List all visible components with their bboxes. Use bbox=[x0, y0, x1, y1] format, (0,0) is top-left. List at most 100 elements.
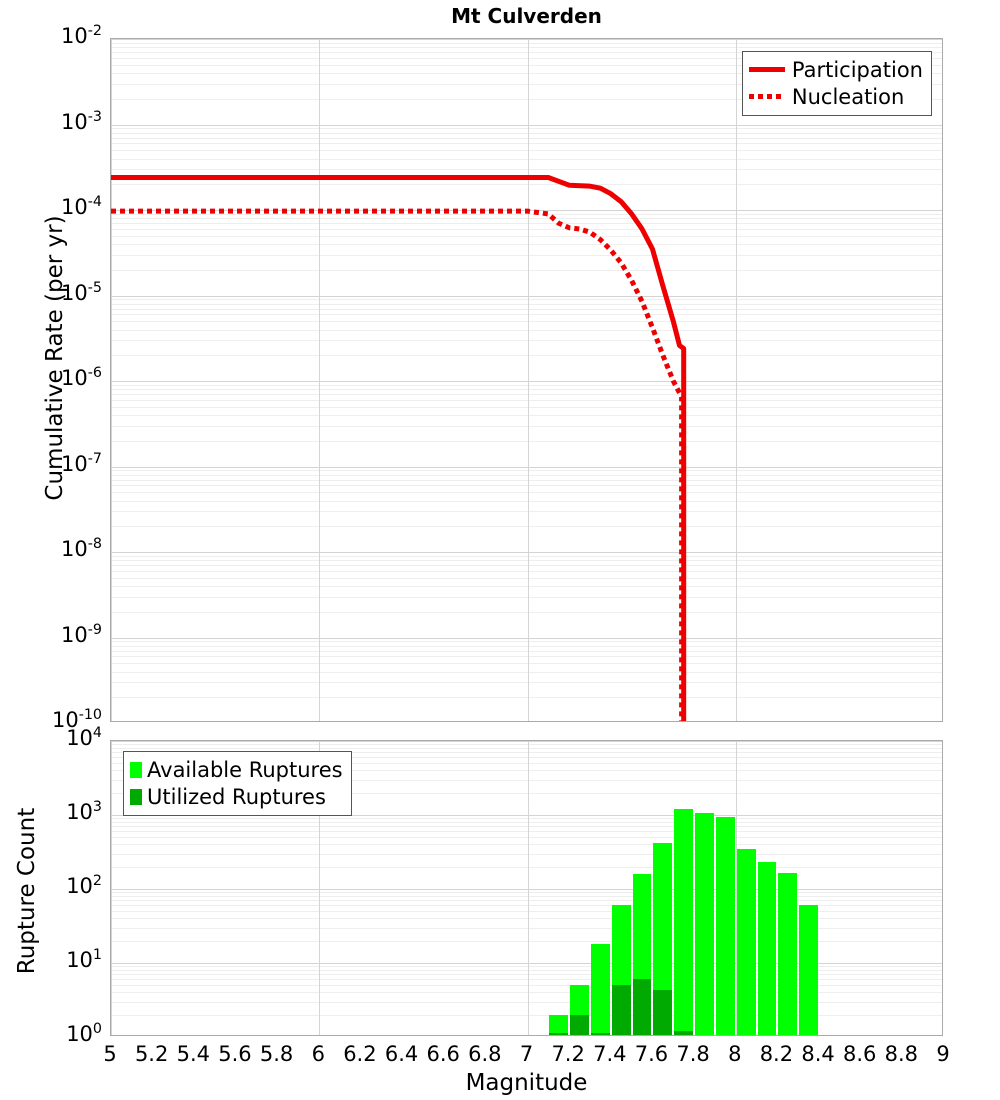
gridline-minor bbox=[111, 970, 942, 971]
y-tick-label: 10-3 bbox=[61, 108, 102, 134]
legend-label-available: Available Ruptures bbox=[147, 757, 343, 782]
gridline-minor bbox=[111, 985, 942, 986]
gridline-minor bbox=[111, 757, 942, 758]
gridline-major bbox=[111, 963, 942, 964]
gridline-minor bbox=[111, 892, 942, 893]
bar-available bbox=[799, 905, 819, 1035]
gridline-minor bbox=[111, 304, 942, 305]
gridline-minor bbox=[111, 682, 942, 683]
gridline-minor bbox=[111, 1002, 942, 1003]
gridline-minor bbox=[111, 780, 942, 781]
gridline-minor bbox=[111, 900, 942, 901]
legend-item-utilized-ruptures[interactable]: Utilized Ruptures bbox=[130, 783, 343, 810]
gridline-vertical bbox=[736, 39, 737, 721]
y-tick-label: 103 bbox=[66, 799, 102, 824]
gridline-minor bbox=[111, 52, 942, 53]
bar-utilized bbox=[632, 979, 652, 1035]
bar-utilized bbox=[570, 1014, 589, 1035]
gridline-minor bbox=[111, 138, 942, 139]
gridline-minor bbox=[111, 641, 942, 642]
top-legend: Participation Nucleation bbox=[741, 51, 932, 116]
gridline-major bbox=[111, 296, 942, 297]
gridline-minor bbox=[111, 150, 942, 151]
x-tick-label: 9 bbox=[936, 1042, 950, 1066]
legend-label-utilized: Utilized Ruptures bbox=[147, 784, 326, 809]
gridline-major bbox=[111, 381, 942, 382]
bar-utilized bbox=[549, 1032, 569, 1035]
gridline-minor bbox=[111, 84, 942, 85]
x-tick-label: 5.8 bbox=[259, 1042, 294, 1066]
utilized-swatch-icon bbox=[130, 788, 142, 805]
x-tick-label: 6.6 bbox=[426, 1042, 460, 1066]
x-tick-label: 5.6 bbox=[218, 1042, 252, 1066]
gridline-minor bbox=[111, 586, 942, 587]
x-tick-label: 7.2 bbox=[551, 1042, 585, 1066]
gridline-minor bbox=[111, 511, 942, 512]
gridline-vertical bbox=[528, 741, 529, 1035]
gridline-minor bbox=[111, 1015, 942, 1016]
gridline-minor bbox=[111, 143, 942, 144]
gridline-minor bbox=[111, 426, 942, 427]
gridline-minor bbox=[111, 672, 942, 673]
gridline-major bbox=[111, 741, 942, 742]
bar-utilized bbox=[653, 990, 673, 1035]
gridline-minor bbox=[111, 441, 942, 442]
y-tick-label: 10-6 bbox=[61, 365, 102, 390]
gridline-minor bbox=[111, 299, 942, 300]
x-tick-label: 5.4 bbox=[176, 1042, 210, 1066]
gridline-minor bbox=[111, 223, 942, 224]
gridline-minor bbox=[111, 475, 942, 476]
legend-item-nucleation[interactable]: Nucleation bbox=[748, 83, 923, 110]
legend-item-available-ruptures[interactable]: Available Ruptures bbox=[130, 756, 343, 783]
x-tick-label: 8.8 bbox=[884, 1042, 919, 1066]
gridline-minor bbox=[111, 918, 942, 919]
gridline-major bbox=[111, 815, 942, 816]
gridline-vertical bbox=[111, 741, 112, 1035]
gridline-minor bbox=[111, 646, 942, 647]
gridline-minor bbox=[111, 597, 942, 598]
x-tick-label: 7.8 bbox=[676, 1042, 710, 1066]
y-tick-label: 100 bbox=[66, 1021, 102, 1046]
gridline-minor bbox=[111, 822, 942, 823]
bar-available bbox=[778, 872, 798, 1035]
gridline-minor bbox=[111, 979, 942, 980]
gridline-minor bbox=[111, 911, 942, 912]
gridline-minor bbox=[111, 133, 942, 134]
bar-utilized bbox=[590, 1032, 610, 1035]
gridline-minor bbox=[111, 612, 942, 613]
available-swatch-icon bbox=[130, 761, 142, 778]
y-tick-label: 10-7 bbox=[61, 450, 102, 476]
y-tick-label: 10-5 bbox=[61, 279, 102, 305]
bar-available bbox=[674, 809, 694, 1035]
gridline-minor bbox=[111, 854, 942, 855]
legend-item-participation[interactable]: Participation bbox=[748, 56, 923, 83]
gridline-vertical bbox=[111, 39, 112, 721]
x-tick-label: 7 bbox=[519, 1042, 534, 1066]
gridline-minor bbox=[111, 169, 942, 170]
gridline-minor bbox=[111, 744, 942, 745]
x-tick-label: 6 bbox=[311, 1042, 325, 1066]
dotted-line-icon bbox=[748, 87, 785, 107]
gridline-minor bbox=[111, 992, 942, 993]
gridline-minor bbox=[111, 560, 942, 561]
x-tick-label: 6.2 bbox=[343, 1042, 377, 1066]
gridline-minor bbox=[111, 214, 942, 215]
x-tick-label: 8 bbox=[728, 1042, 742, 1066]
bottom-legend: Available Ruptures Utilized Ruptures bbox=[123, 751, 352, 816]
gridline-major bbox=[111, 638, 942, 639]
page-title: Mt Culverden bbox=[451, 4, 602, 28]
gridline-vertical bbox=[736, 741, 737, 1035]
bar-available bbox=[590, 944, 610, 1035]
gridline-minor bbox=[111, 340, 942, 341]
gridline-minor bbox=[111, 321, 942, 322]
curve-nucleation bbox=[111, 208, 685, 721]
bar-available bbox=[549, 1014, 569, 1035]
gridline-minor bbox=[111, 65, 942, 66]
gridline-major bbox=[111, 125, 942, 126]
bottom-y-axis-label: Rupture Count bbox=[14, 807, 40, 975]
top-y-axis-ticks: 10-2 10-3 10-4 10-5 10-6 10-7 10-8 10-9 10-10 bbox=[2, 23, 102, 732]
gridline-minor bbox=[111, 244, 942, 245]
y-tick-label: 10-9 bbox=[61, 621, 102, 647]
x-tick-label: 8.2 bbox=[759, 1042, 794, 1066]
